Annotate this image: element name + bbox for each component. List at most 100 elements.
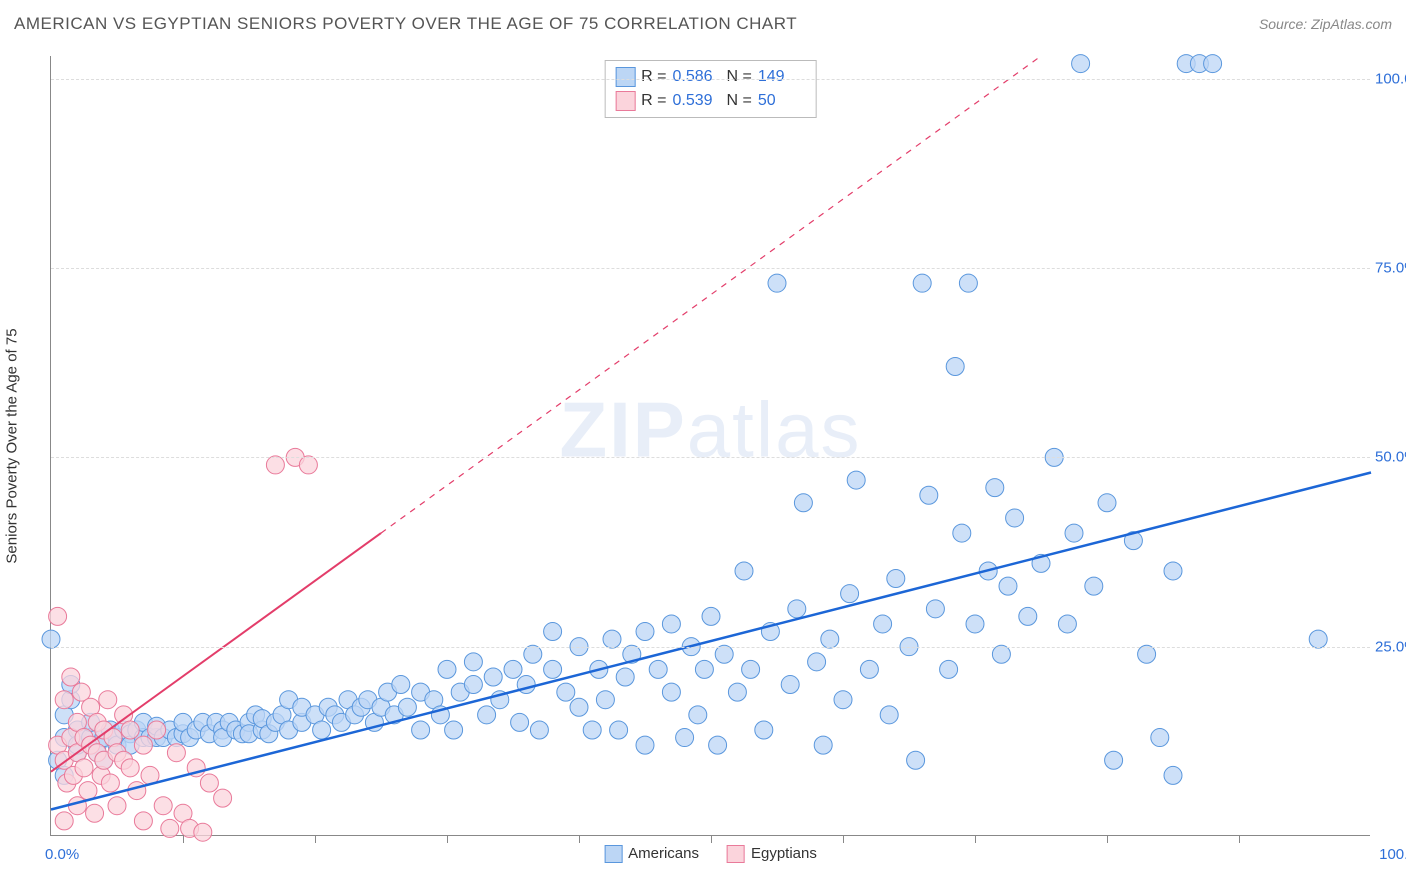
egyptians-point	[148, 721, 166, 739]
x-tick	[447, 835, 448, 843]
americans-point	[728, 683, 746, 701]
americans-point	[504, 660, 522, 678]
egyptians-point	[128, 782, 146, 800]
x-tick	[579, 835, 580, 843]
egyptians-point	[86, 804, 104, 822]
americans-point	[755, 721, 773, 739]
americans-point	[695, 660, 713, 678]
americans-point	[676, 729, 694, 747]
americans-point	[794, 494, 812, 512]
gridline	[51, 457, 1370, 458]
americans-point	[1098, 494, 1116, 512]
x-axis-min-label: 0.0%	[45, 846, 79, 863]
americans-point	[999, 577, 1017, 595]
y-tick-label: 25.0%	[1375, 638, 1406, 655]
n-value-americans: 149	[758, 65, 806, 89]
swatch-americans-icon	[604, 845, 622, 863]
chart-svg	[51, 56, 1370, 835]
americans-point	[524, 645, 542, 663]
legend-item-americans: Americans	[604, 845, 699, 863]
americans-point	[42, 630, 60, 648]
americans-point	[596, 691, 614, 709]
americans-point	[847, 471, 865, 489]
y-axis-title: Seniors Poverty Over the Age of 75	[4, 328, 21, 563]
r-label: R =	[641, 89, 666, 113]
americans-point	[464, 653, 482, 671]
americans-point	[445, 721, 463, 739]
americans-point	[398, 698, 416, 716]
egyptians-point	[121, 759, 139, 777]
americans-point	[1138, 645, 1156, 663]
americans-point	[662, 615, 680, 633]
americans-point	[1065, 524, 1083, 542]
americans-point	[1105, 751, 1123, 769]
r-value-americans: 0.586	[673, 65, 721, 89]
egyptians-point	[79, 782, 97, 800]
egyptians-point	[154, 797, 172, 815]
egyptians-point	[99, 691, 117, 709]
americans-point	[484, 668, 502, 686]
americans-point	[986, 479, 1004, 497]
x-tick	[1239, 835, 1240, 843]
chart-title: AMERICAN VS EGYPTIAN SENIORS POVERTY OVE…	[14, 14, 797, 34]
americans-point	[636, 623, 654, 641]
x-tick	[315, 835, 316, 843]
r-label: R =	[641, 65, 666, 89]
americans-point	[438, 660, 456, 678]
americans-point	[887, 570, 905, 588]
americans-point	[821, 630, 839, 648]
americans-point	[959, 274, 977, 292]
egyptians-point	[62, 668, 80, 686]
americans-point	[1204, 55, 1222, 73]
americans-point	[636, 736, 654, 754]
legend-label-egyptians: Egyptians	[751, 845, 817, 862]
egyptians-point	[134, 812, 152, 830]
americans-point	[715, 645, 733, 663]
americans-point	[313, 721, 331, 739]
gridline	[51, 79, 1370, 80]
x-tick	[183, 835, 184, 843]
stats-row-egyptians: R = 0.539 N = 50	[615, 89, 806, 113]
americans-point	[570, 698, 588, 716]
americans-point	[1085, 577, 1103, 595]
correlation-stats-box: R = 0.586 N = 149 R = 0.539 N = 50	[604, 60, 817, 118]
americans-point	[841, 585, 859, 603]
americans-point	[1072, 55, 1090, 73]
y-tick-label: 75.0%	[1375, 260, 1406, 277]
r-value-egyptians: 0.539	[673, 89, 721, 113]
egyptians-point	[200, 774, 218, 792]
americans-point	[880, 706, 898, 724]
americans-point	[966, 615, 984, 633]
americans-point	[953, 524, 971, 542]
americans-point	[511, 713, 529, 731]
header-bar: AMERICAN VS EGYPTIAN SENIORS POVERTY OVE…	[0, 0, 1406, 48]
americans-point	[1151, 729, 1169, 747]
americans-point	[412, 721, 430, 739]
americans-point	[557, 683, 575, 701]
americans-point	[392, 676, 410, 694]
x-tick	[975, 835, 976, 843]
americans-point	[530, 721, 548, 739]
egyptians-point	[108, 797, 126, 815]
legend-item-egyptians: Egyptians	[727, 845, 817, 863]
trend-line-extrapolated	[381, 56, 1041, 533]
n-label: N =	[727, 65, 752, 89]
americans-point	[1164, 766, 1182, 784]
americans-point	[768, 274, 786, 292]
americans-point	[742, 660, 760, 678]
legend-bottom: Americans Egyptians	[604, 845, 817, 863]
americans-point	[926, 600, 944, 618]
egyptians-point	[49, 607, 67, 625]
gridline	[51, 268, 1370, 269]
americans-point	[940, 660, 958, 678]
source-name: ZipAtlas.com	[1311, 16, 1392, 32]
egyptians-point	[75, 759, 93, 777]
americans-point	[860, 660, 878, 678]
americans-point	[814, 736, 832, 754]
plot-area: ZIPatlas R = 0.586 N = 149 R = 0.539 N =…	[50, 56, 1370, 836]
americans-point	[702, 607, 720, 625]
x-tick	[711, 835, 712, 843]
americans-point	[834, 691, 852, 709]
americans-point	[610, 721, 628, 739]
egyptians-point	[266, 456, 284, 474]
